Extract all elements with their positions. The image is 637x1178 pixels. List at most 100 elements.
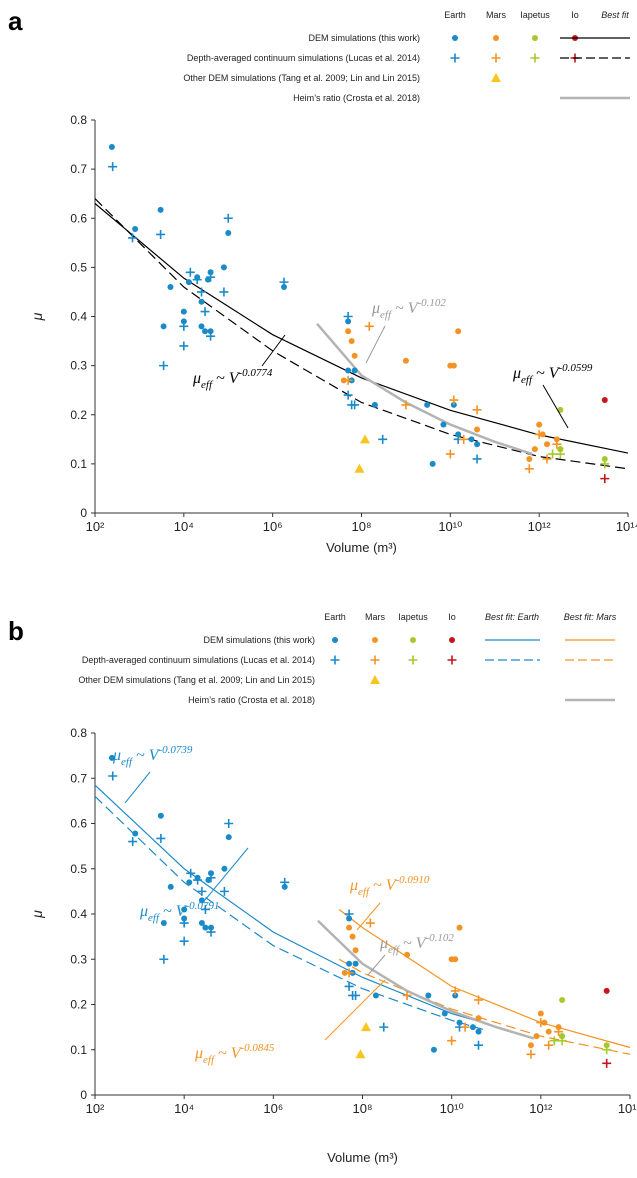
- y-tick-label: 0.3: [70, 359, 87, 373]
- data-point: [544, 1040, 554, 1050]
- annotation-part: ~: [399, 935, 416, 952]
- legend-label: DEM simulations (this work): [203, 635, 315, 645]
- annotation-part: V: [549, 365, 561, 382]
- legend-column-header: Earth: [324, 612, 346, 622]
- data-point: [543, 441, 550, 448]
- data-point: [132, 226, 139, 233]
- data-point: [223, 213, 233, 223]
- legend-label: Other DEM simulations (Tang et al. 2009;…: [78, 675, 315, 685]
- data-point: [554, 1027, 564, 1037]
- data-point: [449, 395, 459, 405]
- legend-marker: [370, 655, 380, 665]
- legend-column-header: Iapetus: [398, 612, 428, 622]
- data-point: [197, 886, 207, 896]
- data-point: [132, 830, 139, 837]
- annotation-part: eff: [388, 944, 401, 956]
- data-point: [524, 464, 534, 474]
- data-point: [281, 284, 288, 291]
- data-point: [279, 277, 289, 287]
- data-point: [156, 229, 166, 239]
- data-point: [456, 924, 463, 931]
- data-point: [206, 272, 216, 282]
- data-point: [198, 323, 205, 330]
- y-axis-title: μ: [29, 910, 45, 919]
- data-point: [531, 446, 538, 453]
- data-point: [360, 434, 371, 444]
- legend-column-header: Io: [571, 10, 579, 20]
- data-point: [159, 361, 169, 371]
- annotation-part: V: [176, 903, 188, 920]
- y-axis-title: μ: [29, 312, 45, 321]
- data-point: [371, 401, 378, 408]
- legend-fit-header: Best fit: [601, 10, 629, 20]
- legend-marker: [491, 73, 501, 82]
- data-point: [379, 1022, 389, 1032]
- legend-marker: [408, 655, 418, 665]
- annotation-part: eff: [201, 379, 214, 391]
- y-tick-label: 0: [80, 506, 87, 520]
- data-point: [179, 936, 189, 946]
- fit-curve: [338, 958, 631, 1055]
- data-point: [526, 1049, 536, 1059]
- data-point: [280, 877, 290, 887]
- legend-marker: [493, 35, 499, 41]
- data-point: [378, 434, 388, 444]
- y-tick-label: 0.5: [70, 260, 87, 274]
- annotation-part: ~: [212, 370, 229, 387]
- data-point: [475, 1028, 482, 1035]
- data-point: [402, 357, 409, 364]
- legend-label: DEM simulations (this work): [308, 33, 420, 43]
- data-point: [445, 449, 455, 459]
- annotation-part: μ: [379, 935, 388, 952]
- data-point: [361, 1022, 372, 1032]
- legend-marker: [332, 637, 338, 643]
- data-point: [180, 308, 187, 315]
- data-point: [179, 321, 189, 331]
- data-point: [348, 338, 355, 345]
- legend-column-header: Iapetus: [520, 10, 550, 20]
- data-point: [402, 990, 412, 1000]
- annotation-leader: [365, 325, 386, 364]
- y-tick-label: 0.6: [70, 817, 87, 831]
- y-tick-label: 0.8: [70, 726, 87, 740]
- annotation-part: -0.102: [425, 932, 454, 944]
- data-point: [346, 915, 353, 922]
- data-point: [185, 279, 192, 286]
- legend-marker: [532, 35, 538, 41]
- x-tick-label: 10²: [86, 519, 105, 534]
- data-point: [352, 947, 359, 954]
- y-tick-label: 0: [80, 1088, 87, 1102]
- data-point: [372, 992, 379, 999]
- legend-fit-header: Best fit: Earth: [485, 612, 539, 622]
- legend-column-header: Earth: [444, 10, 466, 20]
- data-point: [343, 375, 353, 385]
- annotation-part: V: [231, 1045, 243, 1062]
- data-point: [527, 1042, 534, 1049]
- annotation-part: -0.0774: [238, 367, 272, 379]
- fit-curve: [317, 919, 535, 1040]
- annotation-part: V: [416, 935, 428, 952]
- data-point: [343, 312, 353, 321]
- annotation-part: -0.0739: [158, 744, 192, 756]
- annotation-part: V: [408, 300, 420, 317]
- annotation-part: eff: [358, 886, 371, 898]
- annotation: μeff ~ V-0.102: [371, 297, 446, 321]
- legend-column-header: Mars: [486, 10, 506, 20]
- legend-marker: [449, 637, 455, 643]
- data-point: [207, 269, 214, 276]
- data-point: [424, 401, 431, 408]
- data-point: [224, 819, 234, 828]
- data-point: [557, 1036, 567, 1046]
- annotation-part: -0.0910: [395, 874, 429, 886]
- legend-marker: [491, 53, 501, 63]
- annotation: μeff ~ V-0.102: [379, 932, 454, 956]
- annotation-part: V: [386, 877, 398, 894]
- annotation-part: μ: [194, 1045, 203, 1062]
- data-point: [545, 1028, 552, 1035]
- annotation-part: -0.0791: [185, 900, 219, 912]
- panel-letter: a: [8, 6, 23, 36]
- data-point: [346, 924, 353, 931]
- annotation-leader: [261, 334, 286, 367]
- annotation-part: ~: [532, 365, 549, 382]
- annotation-part: μ: [349, 877, 358, 894]
